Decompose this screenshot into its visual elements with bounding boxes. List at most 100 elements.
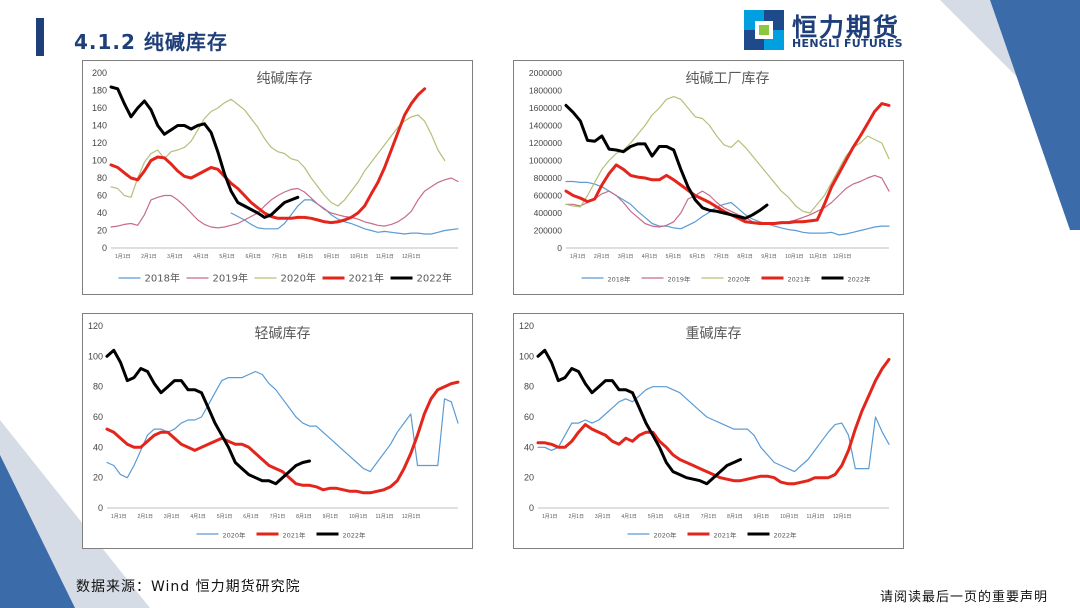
- legend-label: 2021年: [283, 531, 307, 540]
- x-tick-label: 9月1日: [761, 254, 777, 260]
- x-tick-label: 3月1日: [618, 254, 634, 260]
- x-tick-label: 3月1日: [164, 514, 180, 520]
- legend-label: 2020年: [728, 275, 752, 284]
- chart-title: 轻碱库存: [255, 326, 311, 342]
- chart-title: 纯碱工厂库存: [686, 71, 770, 87]
- x-tick-label: 2月1日: [137, 514, 153, 520]
- y-tick-label: 1800000: [529, 86, 562, 96]
- y-tick-label: 160: [92, 103, 107, 113]
- x-tick-label: 4月1日: [642, 254, 658, 260]
- y-tick-label: 100: [519, 351, 534, 361]
- x-tick-label: 2月1日: [568, 514, 584, 520]
- series-line-2019年: [110, 177, 459, 229]
- x-tick-label: 8月1日: [298, 254, 314, 260]
- chart-factory-inventory: 0 200000 400000 600000 800000 1000000 1200000 1…: [513, 60, 904, 295]
- x-tick-label: 5月1日: [648, 514, 664, 520]
- y-tick-label: 0: [102, 243, 107, 253]
- chart-dense-soda-inventory-svg: 0 20 40 60 80 100 120 1月1日 2月1日 3月1日 4月1日 5月1日 6月1日 7…: [519, 321, 891, 540]
- legend-label: 2021年: [788, 275, 812, 284]
- chart-dense-soda-inventory: 0 20 40 60 80 100 120 1月1日 2月1日 3月1日 4月1日 5月1日 6月1日 7…: [513, 313, 904, 549]
- x-tick-label: 8月1日: [737, 254, 753, 260]
- y-tick-label: 1400000: [529, 121, 562, 131]
- x-tick-label: 6月1日: [243, 514, 259, 520]
- y-tick-label: 0: [557, 243, 562, 253]
- y-tick-label: 0: [98, 503, 103, 513]
- y-tick-label: 40: [524, 442, 534, 452]
- x-tick-label: 6月1日: [690, 254, 706, 260]
- y-tick-label: 100: [88, 351, 103, 361]
- y-tick-label: 120: [88, 321, 103, 331]
- x-tick-label: 3月1日: [595, 514, 611, 520]
- x-tick-label: 10月1日: [350, 254, 368, 260]
- x-tick-label: 3月1日: [167, 254, 183, 260]
- y-tick-label: 60: [93, 412, 103, 422]
- x-tick-label: 2月1日: [594, 254, 610, 260]
- chart-light-soda-inventory-svg: 0 20 40 60 80 100 120 1月1日 2月1日 3月1日 4月1日 5月1日 6月1日 7…: [88, 321, 460, 540]
- series-line-2019年: [565, 174, 890, 228]
- x-tick-label: 11月1日: [807, 514, 825, 520]
- y-tick-label: 0: [529, 503, 534, 513]
- x-tick-label: 7月1日: [270, 514, 286, 520]
- chart-soda-ash-inventory-svg: 0 20 40 60 80 100 120 140 160 180 200 1月1日 2月1日 3月1日 4…: [92, 68, 459, 285]
- x-tick-label: 10月1日: [785, 254, 803, 260]
- x-tick-label: 12月1日: [833, 514, 851, 520]
- series-line-2022年: [536, 348, 742, 486]
- logo-chinese-text: 恒力期货: [792, 13, 901, 42]
- data-source-note: 数据来源：Wind 恒力期货研究院: [76, 579, 301, 595]
- y-tick-label: 80: [93, 382, 103, 392]
- y-tick-label: 20: [93, 473, 103, 483]
- x-tick-label: 11月1日: [376, 254, 394, 260]
- x-tick-label: 5月1日: [219, 254, 235, 260]
- chart-title: 纯碱库存: [257, 71, 313, 87]
- x-tick-label: 9月1日: [754, 514, 770, 520]
- series-line-2020年: [110, 98, 446, 207]
- legend-label: 2018年: [145, 272, 180, 285]
- x-tick-label: 10月1日: [349, 514, 367, 520]
- chart-factory-inventory-svg: 0 200000 400000 600000 800000 1000000 1200000 1…: [529, 68, 891, 284]
- page-title: 4.1.2 纯碱库存: [74, 30, 228, 54]
- y-tick-label: 120: [92, 138, 107, 148]
- legend-label: 2022年: [417, 272, 452, 285]
- y-tick-label: 2000000: [529, 68, 562, 78]
- y-tick-label: 1000000: [529, 156, 562, 166]
- legend-label: 2019年: [668, 275, 692, 284]
- x-tick-label: 6月1日: [674, 514, 690, 520]
- title-accent-bar: [36, 18, 44, 56]
- series-line-2020年: [565, 96, 890, 214]
- x-tick-label: 12月1日: [402, 254, 420, 260]
- legend-label: 2022年: [774, 531, 798, 540]
- legend-label: 2021年: [714, 531, 738, 540]
- x-tick-label: 12月1日: [402, 514, 420, 520]
- legend-label: 2022年: [848, 275, 872, 284]
- y-tick-label: 180: [92, 86, 107, 96]
- series-line-2020年: [106, 370, 459, 479]
- logo-mark-icon: [744, 10, 784, 50]
- y-tick-label: 400000: [534, 208, 563, 218]
- x-tick-label: 10月1日: [780, 514, 798, 520]
- x-tick-label: 11月1日: [376, 514, 394, 520]
- series-line-2020年: [537, 386, 890, 473]
- disclaimer-note: 请阅读最后一页的重要声明: [880, 590, 1049, 605]
- x-tick-label: 8月1日: [296, 514, 312, 520]
- y-tick-label: 80: [97, 173, 107, 183]
- x-tick-label: 9月1日: [323, 514, 339, 520]
- series-line-2021年: [536, 357, 891, 486]
- y-tick-label: 40: [97, 208, 107, 218]
- series-line-2021年: [564, 102, 891, 225]
- x-tick-label: 4月1日: [621, 514, 637, 520]
- x-tick-label: 4月1日: [193, 254, 209, 260]
- x-tick-label: 7月1日: [272, 254, 288, 260]
- series-line-2021年: [105, 380, 460, 495]
- y-tick-label: 200000: [534, 226, 563, 236]
- y-tick-label: 40: [93, 442, 103, 452]
- y-tick-label: 800000: [534, 173, 563, 183]
- bottom-left-stripe-dark: [0, 455, 75, 608]
- x-tick-label: 4月1日: [190, 514, 206, 520]
- company-logo: 恒力期货 HENGLI FUTURES: [742, 8, 922, 52]
- top-right-stripe-dark: [990, 0, 1080, 230]
- x-tick-label: 7月1日: [701, 514, 717, 520]
- x-tick-label: 1月1日: [542, 514, 558, 520]
- x-tick-label: 9月1日: [324, 254, 340, 260]
- legend-label: 2019年: [213, 272, 248, 285]
